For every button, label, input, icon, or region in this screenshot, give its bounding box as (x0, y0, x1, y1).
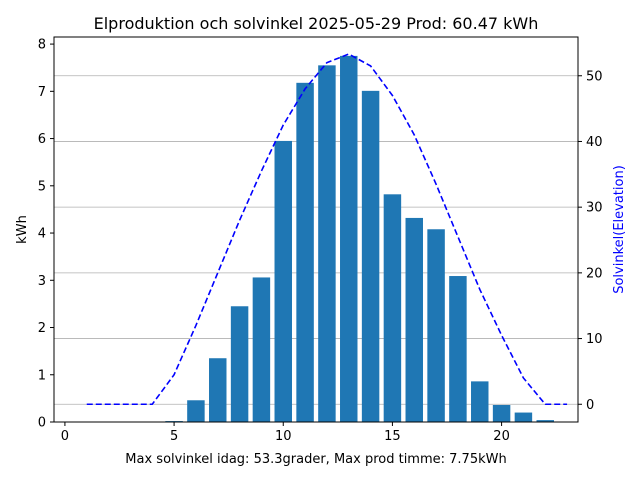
y-tick-label: 8 (38, 38, 46, 53)
y-axis-label: kWh (15, 215, 30, 244)
y-tick-label: 2 (38, 321, 46, 336)
chart-title: Elproduktion och solvinkel 2025-05-29 Pr… (94, 14, 539, 33)
y-tick-label: 7 (38, 85, 46, 100)
bar (471, 381, 489, 422)
bar (514, 412, 533, 422)
y-right-tick-label: 10 (586, 332, 603, 347)
x-tick-label: 10 (275, 429, 292, 444)
grid-layer (54, 75, 578, 405)
y-right-axis-label: Solvinkel(Elevation) (612, 165, 627, 294)
bar (427, 229, 445, 422)
x-tick-label: 20 (493, 429, 510, 444)
x-tick-label: 5 (170, 429, 178, 444)
elevation-line (86, 53, 568, 406)
bar (361, 90, 380, 422)
bar (449, 276, 467, 422)
bottom-axis: 0 5 10 15 20 (61, 422, 510, 444)
elevation-line-layer (86, 53, 568, 406)
bar (252, 277, 271, 422)
bar (209, 358, 227, 422)
bar (405, 217, 423, 422)
x-axis-label: Max solvinkel idag: 53.3grader, Max prod… (125, 452, 506, 467)
y-right-tick-label: 30 (586, 201, 603, 216)
x-tick-label: 0 (61, 429, 69, 444)
y-tick-label: 4 (38, 227, 46, 242)
y-tick-label: 5 (38, 179, 46, 194)
plot-frame (53, 36, 579, 423)
y-right-tick-label: 40 (586, 135, 603, 150)
x-tick-label: 15 (384, 429, 401, 444)
y-tick-label: 3 (38, 274, 46, 289)
bar (340, 55, 358, 423)
y-right-tick-label: 20 (586, 266, 603, 281)
left-axis: 0 1 2 3 4 5 6 7 8 (38, 38, 54, 431)
y-tick-label: 6 (38, 132, 46, 147)
bar (492, 404, 511, 422)
bar (230, 306, 249, 422)
bar (318, 65, 336, 422)
bar (187, 400, 205, 422)
right-axis: 0 10 20 30 40 50 (578, 69, 603, 413)
bar (274, 140, 292, 422)
y-tick-label: 1 (38, 368, 46, 383)
y-tick-label: 0 (38, 416, 46, 431)
y-right-tick-label: 50 (586, 69, 603, 84)
y-right-tick-label: 0 (586, 398, 594, 413)
bar (383, 194, 402, 422)
bars-layer (165, 55, 554, 423)
bar (296, 82, 314, 422)
bar (536, 420, 554, 422)
